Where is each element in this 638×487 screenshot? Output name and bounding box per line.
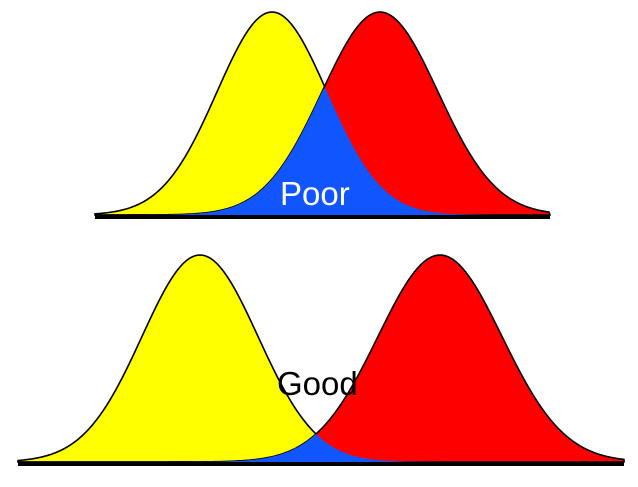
panel-good: Good — [17, 254, 625, 466]
panel-label-poor: Poor — [280, 175, 350, 212]
overlap-region — [18, 433, 624, 462]
panel-poor: Poor — [94, 11, 551, 219]
panel-label-good: Good — [277, 365, 358, 402]
overlap-region — [95, 87, 550, 215]
